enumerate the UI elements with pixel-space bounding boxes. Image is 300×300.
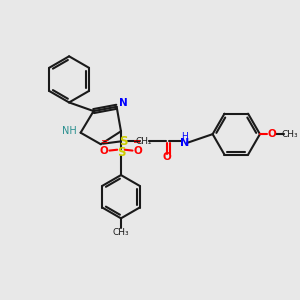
Text: H: H [181, 132, 188, 141]
Text: S: S [120, 135, 128, 148]
Text: =: = [101, 137, 109, 148]
Text: =: = [133, 137, 141, 148]
Text: S: S [117, 146, 125, 158]
Text: CH₃: CH₃ [113, 228, 129, 237]
Text: N: N [119, 98, 128, 108]
Text: O: O [133, 146, 142, 156]
Text: N: N [180, 138, 189, 148]
Text: O: O [100, 146, 109, 156]
Text: O: O [163, 152, 172, 162]
Text: CH₃: CH₃ [281, 130, 298, 139]
Text: O: O [267, 129, 276, 139]
Text: CH₂: CH₂ [136, 137, 152, 146]
Text: NH: NH [62, 126, 77, 136]
